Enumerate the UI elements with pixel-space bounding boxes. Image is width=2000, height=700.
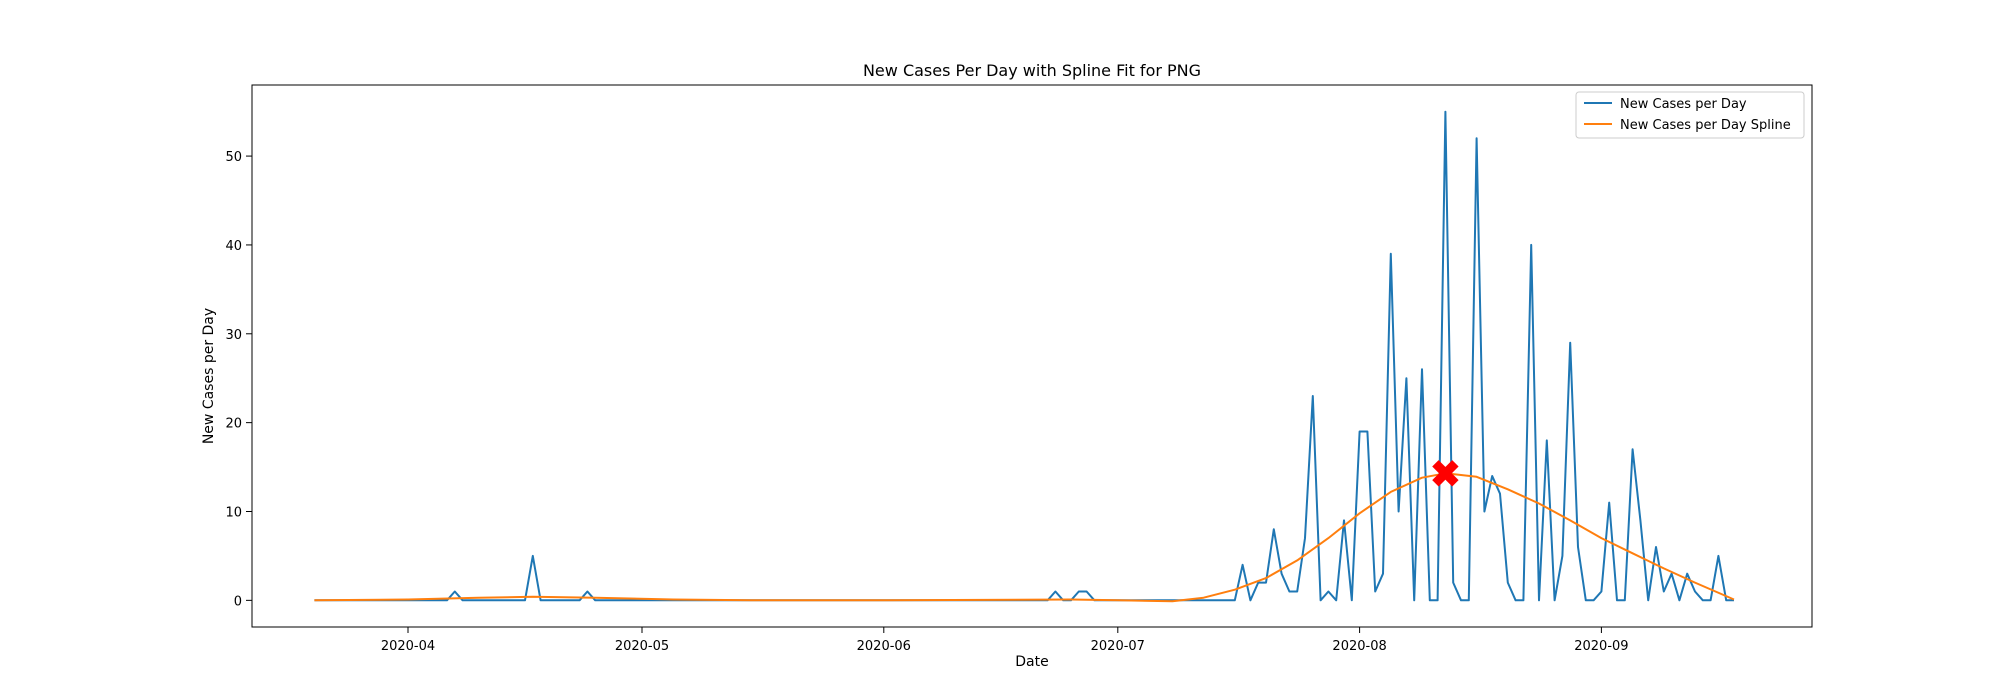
x-tick-label: 2020-09 — [1574, 639, 1628, 654]
peak-marker — [1432, 460, 1459, 487]
y-tick-label: 40 — [225, 239, 242, 254]
legend-label: New Cases per Day Spline — [1620, 118, 1791, 133]
plot-frame — [251, 84, 1813, 628]
y-tick-label: 10 — [225, 505, 242, 520]
x-axis-label: Date — [1015, 654, 1048, 670]
x-tick-label: 2020-06 — [857, 639, 911, 654]
y-tick-label: 0 — [234, 594, 242, 609]
marker-layer — [1432, 460, 1459, 487]
axes: 2020-04 2020-05 2020-06 2020-07 2020-08 2020-… — [225, 150, 1628, 654]
x-tick-label: 2020-05 — [615, 639, 669, 654]
x-tick-label: 2020-04 — [381, 639, 435, 654]
series-line-1 — [314, 110, 1734, 602]
chart-title: New Cases Per Day with Spline Fit for PN… — [863, 61, 1201, 80]
peak-marker-stroke — [1432, 460, 1459, 487]
legend: New Cases per Day New Cases per Day Splin… — [1575, 91, 1805, 139]
y-tick-label: 20 — [225, 417, 242, 432]
series-layer — [314, 110, 1735, 603]
y-axis-label: New Cases per Day — [201, 308, 217, 444]
y-tick-label: 30 — [225, 328, 242, 343]
y-tick-label: 50 — [225, 150, 242, 165]
x-tick-label: 2020-08 — [1332, 639, 1386, 654]
x-tick-label: 2020-07 — [1091, 639, 1145, 654]
series-line-2 — [314, 472, 1735, 603]
legend-box — [1575, 91, 1805, 139]
legend-label: New Cases per Day — [1620, 97, 1747, 112]
